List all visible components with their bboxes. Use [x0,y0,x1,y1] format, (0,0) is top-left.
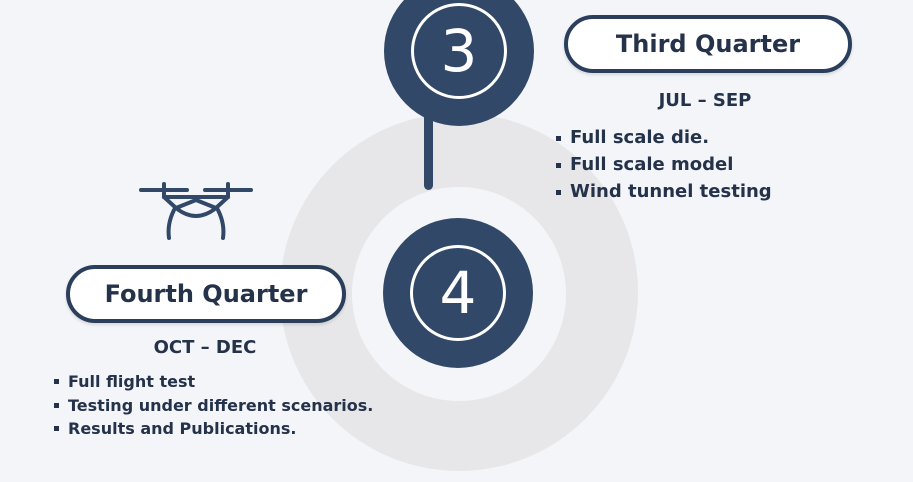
step-4-number: 4 [410,245,506,341]
fourth-quarter-list: Full flight test Testing under different… [54,371,373,442]
timeline-connector [424,80,433,190]
fourth-quarter-title: Fourth Quarter [66,265,346,323]
list-item: Full scale model [556,153,772,180]
list-item: Testing under different scenarios. [54,395,373,419]
drone-icon [139,182,253,240]
step-4-circle: 4 [383,218,533,368]
step-3-circle: 3 [384,0,534,126]
third-quarter-title: Third Quarter [564,15,852,73]
list-item: Wind tunnel testing [556,180,772,207]
list-item: Results and Publications. [54,418,373,442]
third-quarter-range: JUL – SEP [658,90,752,111]
fourth-quarter-range: OCT – DEC [153,337,257,358]
step-3-number: 3 [411,3,507,99]
third-quarter-list: Full scale die. Full scale model Wind tu… [556,126,772,207]
list-item: Full scale die. [556,126,772,153]
list-item: Full flight test [54,371,373,395]
